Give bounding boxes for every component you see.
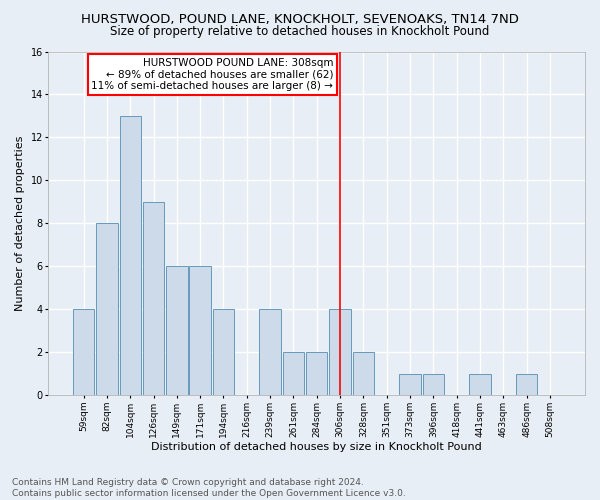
Bar bbox=[96, 224, 118, 395]
Bar bbox=[259, 309, 281, 395]
Text: Size of property relative to detached houses in Knockholt Pound: Size of property relative to detached ho… bbox=[110, 25, 490, 38]
Bar bbox=[306, 352, 328, 395]
Text: HURSTWOOD, POUND LANE, KNOCKHOLT, SEVENOAKS, TN14 7ND: HURSTWOOD, POUND LANE, KNOCKHOLT, SEVENO… bbox=[81, 12, 519, 26]
Bar bbox=[353, 352, 374, 395]
Bar bbox=[213, 309, 234, 395]
Bar bbox=[190, 266, 211, 395]
Bar bbox=[399, 374, 421, 395]
Text: Contains HM Land Registry data © Crown copyright and database right 2024.
Contai: Contains HM Land Registry data © Crown c… bbox=[12, 478, 406, 498]
Bar bbox=[143, 202, 164, 395]
Bar bbox=[422, 374, 444, 395]
Bar bbox=[119, 116, 141, 395]
Bar bbox=[73, 309, 94, 395]
Text: HURSTWOOD POUND LANE: 308sqm
← 89% of detached houses are smaller (62)
11% of se: HURSTWOOD POUND LANE: 308sqm ← 89% of de… bbox=[91, 58, 333, 91]
Bar bbox=[283, 352, 304, 395]
Y-axis label: Number of detached properties: Number of detached properties bbox=[15, 136, 25, 311]
Bar bbox=[469, 374, 491, 395]
X-axis label: Distribution of detached houses by size in Knockholt Pound: Distribution of detached houses by size … bbox=[151, 442, 482, 452]
Bar bbox=[329, 309, 351, 395]
Bar bbox=[166, 266, 188, 395]
Bar bbox=[516, 374, 537, 395]
